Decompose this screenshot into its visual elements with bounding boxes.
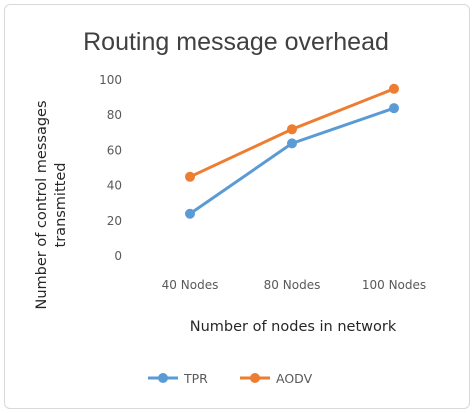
- data-point-aodv: [287, 124, 297, 135]
- y-axis-label: Number of control messages transmitted: [34, 100, 69, 309]
- x-axis-ticks: 40 Nodes 80 Nodes 100 Nodes: [162, 278, 426, 292]
- legend-label-tpr: TPR: [183, 371, 208, 386]
- y-tick-label: 0: [114, 249, 122, 263]
- series-tpr: [185, 103, 399, 219]
- x-axis-label: Number of nodes in network: [190, 319, 397, 335]
- chart-frame: [4, 4, 470, 409]
- y-tick-label: 60: [107, 143, 122, 157]
- y-axis-ticks: 0 20 40 60 80 100: [99, 73, 122, 263]
- legend-marker-aodv: [250, 373, 260, 383]
- data-point-tpr: [185, 208, 195, 219]
- plot-series: [185, 83, 399, 219]
- series-aodv: [185, 83, 399, 182]
- x-tick-label: 40 Nodes: [162, 278, 219, 292]
- y-axis-label-line-1: Number of control messages: [34, 100, 50, 309]
- y-tick-label: 20: [107, 214, 122, 228]
- legend-item-tpr: TPR: [148, 371, 208, 386]
- legend-marker-tpr: [158, 373, 168, 383]
- legend-label-aodv: AODV: [276, 371, 313, 386]
- y-tick-label: 40: [107, 179, 122, 193]
- data-point-aodv: [389, 83, 399, 94]
- chart-title: Routing message overhead: [83, 28, 389, 56]
- y-axis-label-line-2: transmitted: [53, 163, 69, 248]
- data-point-aodv: [185, 171, 195, 182]
- legend-item-aodv: AODV: [240, 371, 313, 386]
- x-tick-label: 100 Nodes: [362, 278, 426, 292]
- data-point-tpr: [287, 138, 297, 149]
- data-point-tpr: [389, 103, 399, 114]
- y-tick-label: 100: [99, 73, 122, 87]
- y-tick-label: 80: [107, 108, 122, 122]
- x-tick-label: 80 Nodes: [264, 278, 321, 292]
- legend: TPR AODV: [148, 371, 313, 386]
